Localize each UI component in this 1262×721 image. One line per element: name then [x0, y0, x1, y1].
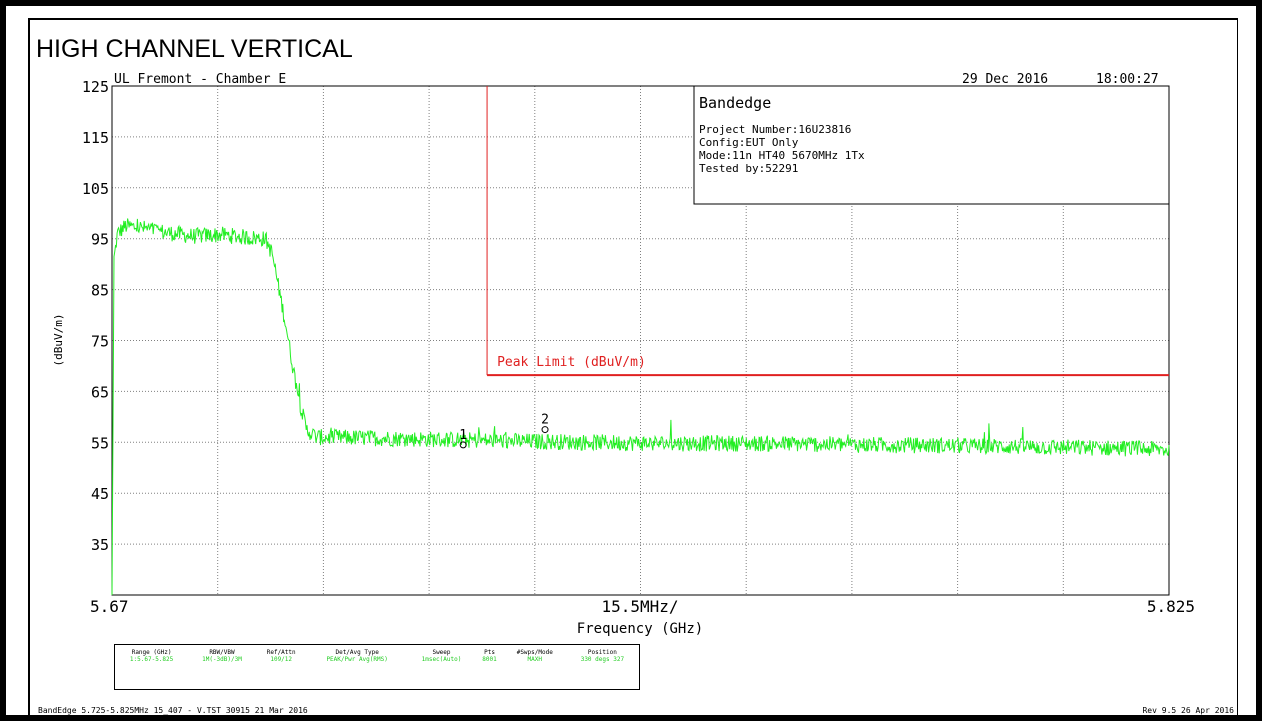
limit-label: Peak Limit (dBuV/m) [497, 355, 646, 370]
x-span-label: 15.5MHz/ [601, 597, 678, 616]
settings-header-row: Range (GHz) RBW/VBW Ref/Attn Det/Avg Typ… [115, 649, 639, 656]
info-line-mode: Mode:11n HT40 5670MHz 1Tx [699, 149, 865, 162]
footer-test-info: BandEdge 5.725-5.825MHz 15_407 - V.TST 3… [38, 706, 308, 715]
settings-header: #Swps/Mode [516, 649, 553, 656]
y-tick-labels: 125 115 105 95 85 75 65 55 45 35 [82, 78, 109, 554]
settings-value: 8001 [482, 656, 497, 663]
y-tick-label: 35 [91, 536, 109, 554]
info-line-tester: Tested by:52291 [699, 162, 798, 175]
x-end-label: 5.825 [1147, 597, 1195, 616]
settings-value: 109/12 [270, 656, 293, 663]
date-label: 29 Dec 2016 [962, 72, 1048, 87]
footer-revision: Rev 9.5 26 Apr 2016 [1142, 706, 1234, 715]
y-axis-label: (dBuV/m) [52, 314, 65, 367]
y-tick-label: 65 [91, 383, 109, 401]
y-tick-label: 115 [82, 129, 109, 147]
info-box: Bandedge Project Number:16U23816 Config:… [693, 85, 1170, 205]
settings-header: RBW/VBW [209, 649, 235, 656]
info-box-title: Bandedge [699, 94, 771, 112]
limit-group: Peak Limit (dBuV/m) [486, 86, 1169, 377]
settings-value: 1:5.67-5.825 [129, 656, 174, 663]
settings-header: Pts [484, 649, 495, 656]
x-axis-label: Frequency (GHz) [577, 621, 703, 637]
lab-label: UL Fremont - Chamber E [114, 72, 286, 87]
settings-value: 1msec(Auto) [421, 656, 462, 663]
time-label: 18:00:27 [1096, 72, 1159, 87]
y-tick-label: 85 [91, 282, 109, 300]
settings-header: Position [587, 649, 617, 656]
settings-header: Sweep [432, 649, 451, 656]
settings-value: 1M(-3dB)/3M [202, 656, 242, 663]
page-title: HIGH CHANNEL VERTICAL [36, 35, 353, 63]
y-tick-label: 105 [82, 180, 109, 198]
marker-label: 1 [459, 428, 467, 443]
trace-line [111, 218, 1170, 596]
info-line-config: Config:EUT Only [699, 136, 799, 149]
plot-area-border [111, 85, 1170, 596]
settings-header: Range (GHz) [131, 649, 172, 656]
sweep-settings-table: Range (GHz) RBW/VBW Ref/Attn Det/Avg Typ… [115, 649, 639, 663]
info-line-project: Project Number:16U23816 [699, 123, 851, 136]
y-tick-label: 75 [91, 333, 109, 351]
settings-header: Ref/Attn [266, 649, 296, 656]
y-tick-label: 55 [91, 434, 109, 452]
marker-symbol [459, 441, 467, 449]
inner-border [28, 18, 1238, 715]
marker-symbol [541, 426, 549, 434]
marker-label: 2 [541, 413, 549, 428]
settings-value-row: 1:5.67-5.825 1M(-3dB)/3M 109/12 PEAK/Pwr… [115, 656, 639, 663]
settings-header: Det/Avg Type [335, 649, 379, 656]
sweep-settings-box: Range (GHz) RBW/VBW Ref/Attn Det/Avg Typ… [114, 644, 640, 690]
settings-value: PEAK/Pwr Avg(RMS) [326, 656, 388, 663]
y-tick-label: 125 [82, 78, 109, 96]
trace-group [111, 218, 1170, 596]
y-tick-label: 45 [91, 485, 109, 503]
settings-value: 330 degs 327 [580, 656, 625, 663]
x-start-label: 5.67 [90, 597, 129, 616]
settings-value: MAXH [527, 656, 542, 663]
y-tick-label: 95 [91, 231, 109, 249]
marker-group: 12 [459, 413, 549, 449]
